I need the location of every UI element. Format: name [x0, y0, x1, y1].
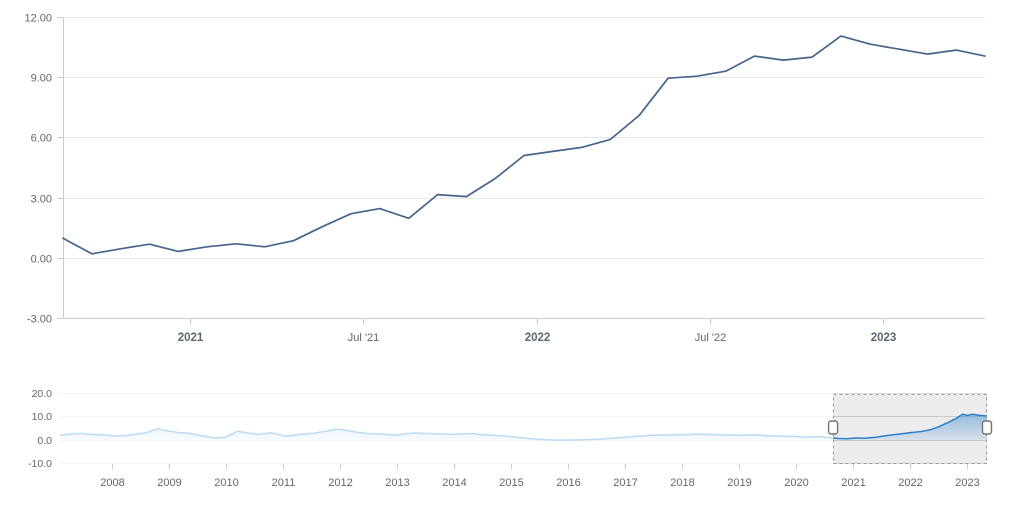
navigator-selected-range[interactable] — [833, 394, 987, 464]
nav-x-axis-label: 2017 — [613, 477, 637, 489]
nav-x-axis-label: 2011 — [272, 477, 296, 489]
main-y-axis-label: 12.00 — [24, 13, 52, 25]
nav-x-axis-label: 2019 — [727, 477, 751, 489]
nav-x-axis-label: 2009 — [157, 477, 181, 489]
navigator-right-handle[interactable] — [981, 420, 993, 435]
nav-x-axis-label: 2023 — [955, 477, 979, 489]
nav-x-axis-label: 2008 — [100, 477, 124, 489]
nav-x-axis-label: 2020 — [784, 477, 808, 489]
main-x-axis-label: 2021 — [178, 332, 204, 344]
nav-y-axis-label: 20.0 — [32, 388, 53, 400]
nav-x-axis-label: 2021 — [841, 477, 865, 489]
navigator-unselected-range[interactable] — [60, 392, 834, 464]
main-y-axis-label: 9.00 — [31, 73, 52, 85]
main-x-axis-label: 2023 — [871, 332, 897, 344]
navigator-chart[interactable]: 20.0 10.0 0.0 -10.0 2008 2009 2010 2011 2012 2013… — [0, 360, 1013, 506]
main-y-axis-label: 0.00 — [31, 254, 52, 266]
nav-x-axis-label: 2013 — [385, 477, 409, 489]
main-x-axis-label: Jul '22 — [695, 332, 726, 344]
navigator-left-handle[interactable] — [827, 420, 839, 435]
nav-x-axis-label: 2014 — [442, 477, 466, 489]
main-x-axis: 2021 Jul '21 2022 Jul '22 2023 — [178, 319, 897, 344]
nav-y-axis-label: 10.0 — [32, 411, 53, 423]
nav-y-axis-label: 0.0 — [37, 435, 52, 447]
nav-x-axis-label: 2015 — [499, 477, 523, 489]
nav-x-axis-label: 2012 — [328, 477, 352, 489]
main-y-axis-label: 6.00 — [31, 133, 52, 145]
main-grid — [58, 17, 985, 319]
nav-y-axis-label: -10.0 — [28, 458, 52, 470]
nav-x-axis-label: 2016 — [556, 477, 580, 489]
main-x-axis-label: Jul '21 — [348, 332, 379, 344]
main-x-axis-label: 2022 — [525, 332, 551, 344]
nav-x-axis: 2008 2009 2010 2011 2012 2013 2014 2015 2016 2017… — [100, 463, 980, 489]
main-y-axis-label: -3.00 — [27, 314, 52, 326]
main-y-axis-labels: 12.00 9.00 6.00 3.00 0.00 -3.00 — [24, 13, 52, 326]
main-y-axis-label: 3.00 — [31, 194, 52, 206]
nav-x-axis-label: 2022 — [898, 477, 922, 489]
main-series-line[interactable] — [62, 35, 986, 255]
nav-x-axis-label: 2010 — [214, 477, 238, 489]
nav-x-axis-label: 2018 — [670, 477, 694, 489]
